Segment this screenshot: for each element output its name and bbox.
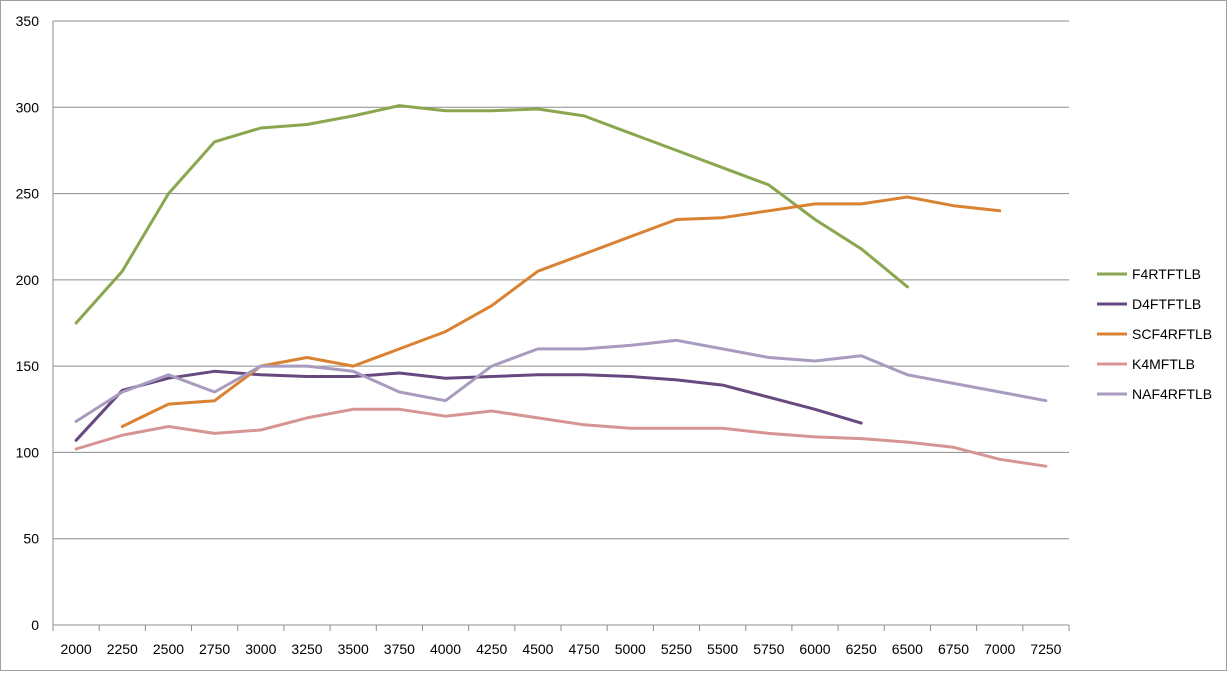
x-tick-label: 6750 — [938, 641, 969, 657]
x-tick-label: 5250 — [661, 641, 692, 657]
y-tick-label: 150 — [16, 358, 40, 374]
legend-label: SCF4RFTLB — [1132, 326, 1212, 342]
legend-item-naf4rftlb: NAF4RFTLB — [1097, 386, 1212, 402]
y-tick-label: 0 — [31, 617, 39, 633]
x-tick-label: 6250 — [846, 641, 877, 657]
x-tick-label: 2500 — [153, 641, 184, 657]
legend-label: D4FTFTLB — [1132, 296, 1201, 312]
x-tick-label: 2750 — [199, 641, 230, 657]
x-tick-label: 4000 — [430, 641, 461, 657]
legend-label: K4MFTLB — [1132, 356, 1195, 372]
x-tick-label: 4250 — [476, 641, 507, 657]
legend-item-d4ftftlb: D4FTFTLB — [1097, 296, 1201, 312]
series-line-k4mftlb — [74, 407, 1048, 468]
y-tick-label: 100 — [16, 444, 40, 460]
x-tick-label: 6000 — [799, 641, 830, 657]
gridlines — [53, 20, 1069, 540]
x-tick-label: 6500 — [892, 641, 923, 657]
x-tick-label: 3250 — [291, 641, 322, 657]
x-tick-label: 3500 — [338, 641, 369, 657]
x-tick-label: 5500 — [707, 641, 738, 657]
legend-label: F4RTFTLB — [1132, 266, 1201, 282]
x-tick-label: 5000 — [615, 641, 646, 657]
x-tick-label: 5750 — [753, 641, 784, 657]
y-tick-label: 200 — [16, 272, 40, 288]
legend-item-k4mftlb: K4MFTLB — [1097, 356, 1195, 372]
y-tick-label: 300 — [16, 99, 40, 115]
x-tick-label: 3000 — [245, 641, 276, 657]
x-tick-label: 3750 — [384, 641, 415, 657]
x-tick-label: 4750 — [569, 641, 600, 657]
legend-item-scf4rftlb: SCF4RFTLB — [1097, 326, 1212, 342]
y-tick-label: 50 — [23, 531, 39, 547]
series-line-d4ftftlb — [74, 369, 863, 442]
y-tick-label: 350 — [16, 13, 40, 29]
x-tick-label: 4500 — [522, 641, 553, 657]
series-line-scf4rftlb — [120, 195, 1002, 428]
x-tick-label: 2250 — [107, 641, 138, 657]
series-line-f4rtftlb — [74, 104, 909, 325]
x-tick-label: 7250 — [1030, 641, 1061, 657]
legend-item-f4rtftlb: F4RTFTLB — [1097, 266, 1201, 282]
legend-label: NAF4RFTLB — [1132, 386, 1212, 402]
legend: F4RTFTLB D4FTFTLB SCF4RFTLB K4MFTLB NAF4RFTL… — [1097, 266, 1212, 402]
x-tick-label: 2000 — [61, 641, 92, 657]
x-tick-label: 7000 — [984, 641, 1015, 657]
series-lines — [74, 104, 1048, 468]
y-tick-label: 250 — [16, 186, 40, 202]
series-line-naf4rftlb — [74, 338, 1048, 423]
axes: 0 50 100 150 200 250 300 350 2000 2250 2500 2750 300… — [16, 13, 1070, 657]
